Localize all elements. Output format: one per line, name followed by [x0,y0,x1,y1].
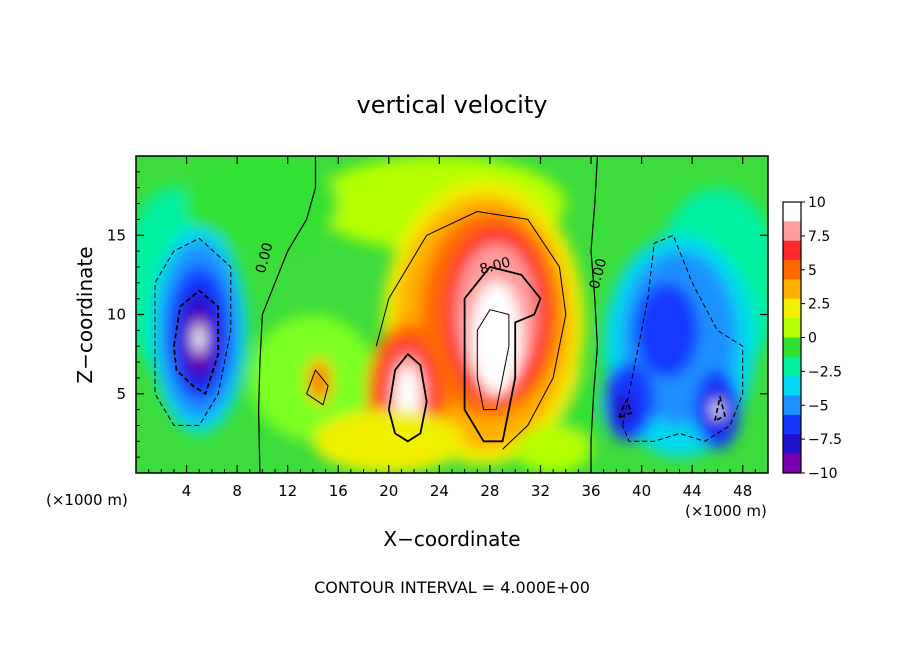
x-tick-label: 28 [480,482,499,500]
colorbar-swatch [783,279,801,300]
field-cell [312,409,465,473]
colorbar-swatch [783,318,801,338]
colorbar-tick-label: 5 [808,263,817,279]
contour-interval-footer: CONTOUR INTERVAL = 4.000E+00 [314,578,590,597]
x-unit-left: (×1000 m) [46,491,128,509]
x-tick-label: 16 [329,482,348,500]
x-tick-label: 36 [581,482,600,500]
colorbar-swatch [783,298,801,319]
contour-label: 8.00 [478,254,512,278]
x-tick-label: 48 [733,482,752,500]
field-cell [635,282,699,378]
y-tick-label: 5 [116,385,126,403]
colorbar-swatch [783,240,801,261]
velocity-field [136,156,768,473]
colorbar-tick-label: 7.5 [808,229,830,245]
colorbar-tick-label: 2.5 [808,297,830,313]
contour-labels: 0.00 8.00 0.00 [253,241,610,291]
colorbar-swatch [783,414,801,435]
x-tick-label: 12 [278,482,297,500]
contour-negative [173,289,220,395]
contour-label: 0.00 [587,257,611,291]
contour-positive [375,211,567,450]
y-axis-label: Z−coordinate [73,246,97,383]
x-tick-label: 32 [531,482,550,500]
x-tick-label: 8 [232,482,242,500]
contour-positive [590,156,598,473]
colorbar-tick-label: −5 [808,398,829,414]
colorbar-swatch [783,202,801,222]
x-axis-label: X−coordinate [383,527,520,551]
colorbar-tick-label: 10 [808,195,826,211]
contour-negative [714,396,726,422]
colorbar-swatch [783,337,801,358]
colorbar-swatch [783,376,801,397]
contour-positive [258,156,317,473]
colorbar-tick-label: −7.5 [808,432,842,448]
contour-label: 0.00 [253,241,277,275]
chart-title: vertical velocity [357,91,548,119]
plot-area: 0.00 8.00 0.00 4 8 12 16 20 24 28 32 36 40 44 48 5101… [107,155,769,500]
contour-positive [306,369,329,406]
field-cell [311,366,327,396]
colorbar-swatch [783,434,801,455]
field-cell [515,425,592,473]
colorbar-swatch [783,453,801,474]
colorbar-tick-label: −2.5 [808,364,842,380]
colorbar-swatch [783,395,801,416]
colorbar-swatch [783,356,801,377]
y-tick-label: 10 [107,306,126,324]
contour-negative [622,234,744,442]
contour-negative [618,399,633,419]
x-tick-label: 4 [182,482,192,500]
x-unit-right: (×1000 m) [685,502,767,520]
contour-positive [387,353,428,443]
colorbar-tick-label: 0 [808,331,817,347]
field-cell [193,324,205,353]
contour-lines [154,156,744,473]
x-tick-label: 24 [430,482,449,500]
y-tick-label: 15 [107,226,126,244]
x-tick-label: 20 [379,482,398,500]
field-cell [186,156,339,252]
x-tick-label: 40 [632,482,651,500]
y-axis: 5 10 15 [107,171,768,458]
colorbar-swatch [783,260,801,280]
x-axis: 4 8 12 16 20 24 28 32 36 40 44 48 [148,156,756,500]
colorbar-swatch [783,221,801,242]
contour-positive [476,309,510,411]
colorbar: 10 7.5 5 2.5 0 −2.5 −5 −7.5 −10 [782,195,842,482]
field-cell [470,281,522,396]
contour-negative [154,237,232,426]
contour-positive [463,266,542,443]
colorbar-tick-label: −10 [808,466,838,482]
x-tick-label: 44 [683,482,702,500]
